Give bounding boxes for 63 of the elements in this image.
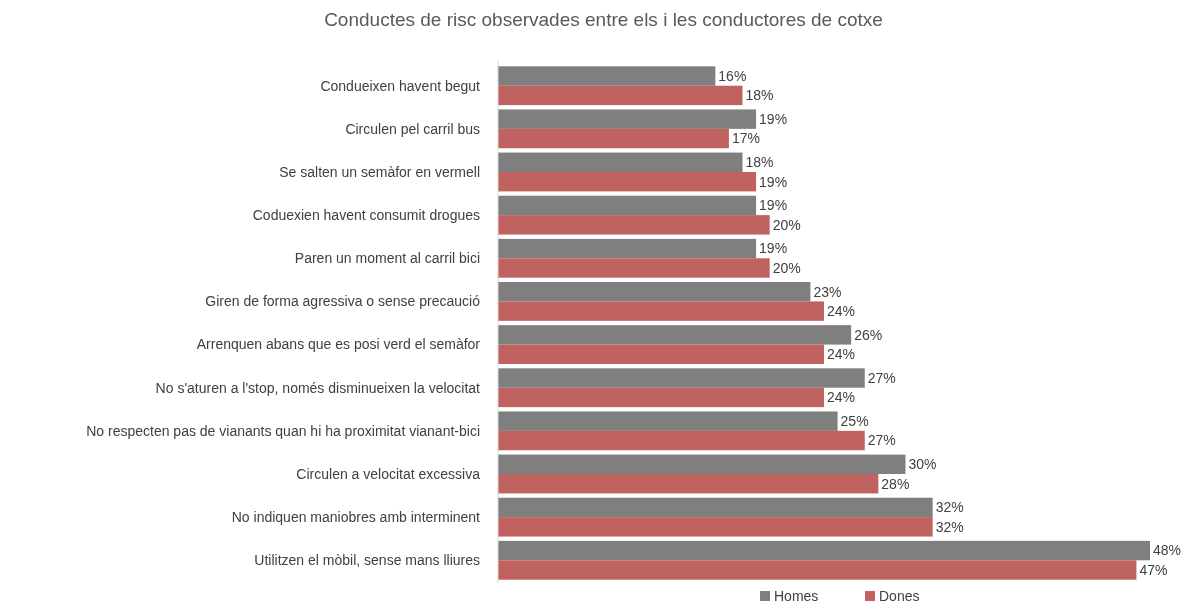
- data-label: 24%: [827, 346, 856, 363]
- data-label: 25%: [840, 413, 869, 430]
- data-label: 32%: [935, 499, 964, 516]
- y-tick-label: Paren un moment al carril bici: [294, 250, 480, 267]
- bar: [498, 85, 743, 106]
- data-label: 19%: [759, 173, 788, 190]
- bar: [498, 258, 770, 278]
- data-label: 19%: [759, 111, 788, 128]
- bar: [498, 152, 743, 172]
- y-tick-label: Arrenquen abans que es posi verd el semàfor: [196, 336, 481, 353]
- data-label: 20%: [772, 216, 801, 233]
- data-label: 16%: [718, 67, 747, 84]
- data-label: 19%: [759, 197, 788, 214]
- data-label: 48%: [1153, 542, 1182, 559]
- bar: [498, 474, 879, 494]
- data-label: 47%: [1139, 561, 1168, 578]
- bar: [498, 517, 933, 537]
- bar: [498, 430, 865, 451]
- y-tick-label: No indiquen maniobres amb interminent: [231, 509, 481, 526]
- bar: [498, 215, 770, 235]
- bar: [498, 560, 1137, 580]
- bar: [498, 387, 824, 408]
- legend-label: Dones: [879, 587, 920, 604]
- bar: [498, 344, 824, 364]
- data-label: 24%: [827, 389, 856, 406]
- y-tick-label: Condueixen havent begut: [320, 77, 481, 94]
- data-label: 18%: [745, 87, 774, 104]
- y-tick-label: No respecten pas de vianants quan hi ha proximitat vianant-bici: [86, 422, 480, 439]
- bar: [498, 497, 933, 518]
- data-label: 17%: [731, 130, 760, 147]
- bar: [498, 172, 757, 192]
- data-label: 23%: [813, 283, 842, 300]
- bar: [498, 109, 757, 129]
- bar: [498, 66, 716, 86]
- y-tick-label: Circulen pel carril bus: [345, 120, 480, 137]
- bar: [498, 325, 852, 345]
- data-label: 26%: [854, 326, 883, 343]
- bar: [498, 238, 757, 259]
- bar: [498, 540, 1150, 561]
- data-label: 28%: [881, 475, 910, 492]
- data-label: 30%: [908, 456, 937, 473]
- bar: [498, 195, 757, 216]
- bar: [498, 128, 729, 149]
- y-tick-label: Se salten un semàfor en vermell: [279, 163, 480, 180]
- bar: [498, 301, 824, 321]
- y-tick-label: No s'aturen a l'stop, només disminueixen la velocitat: [155, 379, 481, 396]
- legend-label: Homes: [774, 587, 819, 604]
- data-label: 27%: [867, 432, 896, 449]
- bar: [498, 368, 865, 388]
- data-label: 18%: [745, 154, 774, 171]
- data-label: 27%: [867, 369, 896, 386]
- data-label: 32%: [935, 518, 964, 535]
- bar: [498, 411, 838, 431]
- data-label: 19%: [759, 240, 788, 257]
- bar: [498, 282, 811, 302]
- y-tick-label: Utilitzen el mòbil, sense mans lliures: [254, 552, 480, 569]
- y-tick-label: Circulen a velocitat excessiva: [296, 465, 481, 482]
- y-tick-label: Coduexien havent consumit drogues: [252, 207, 480, 224]
- data-label: 20%: [772, 259, 801, 276]
- chart-title: Conductes de risc observades entre els i les conductores de cotxe: [324, 9, 883, 30]
- data-label: 24%: [827, 303, 856, 320]
- y-tick-label: Giren de forma agressiva o sense precaució: [205, 293, 481, 310]
- bar: [498, 454, 906, 474]
